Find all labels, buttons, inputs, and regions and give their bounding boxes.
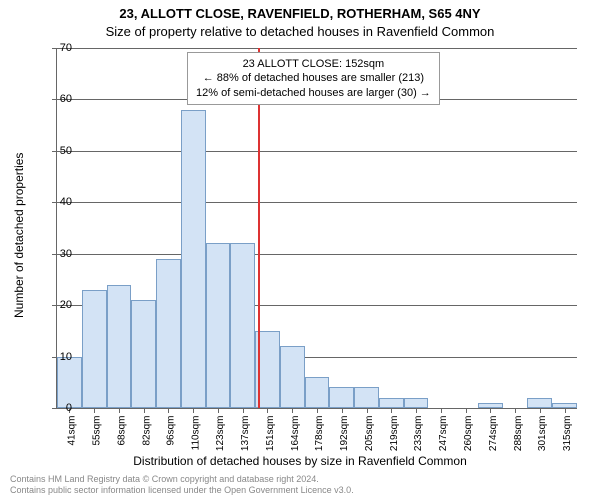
- histogram-bar: [527, 398, 552, 408]
- x-tick-mark: [267, 408, 268, 413]
- footer-line2: Contains public sector information licen…: [10, 485, 354, 496]
- x-tick-mark: [292, 408, 293, 413]
- x-tick-mark: [490, 408, 491, 413]
- annotation-line3: 12% of semi-detached houses are larger (…: [196, 86, 431, 100]
- x-tick-mark: [342, 408, 343, 413]
- y-tick-label: 40: [32, 196, 72, 208]
- x-tick-mark: [317, 408, 318, 413]
- histogram-bar: [305, 377, 330, 408]
- x-tick-label: 110sqm: [191, 416, 202, 451]
- x-tick-mark: [540, 408, 541, 413]
- y-axis-label: Number of detached properties: [12, 153, 26, 318]
- grid-line: [57, 48, 577, 49]
- x-tick-mark: [416, 408, 417, 413]
- x-tick-label: 164sqm: [290, 416, 301, 452]
- x-tick-label: 274sqm: [488, 416, 499, 452]
- histogram-bar: [230, 243, 255, 408]
- x-tick-mark: [367, 408, 368, 413]
- y-tick-label: 20: [32, 299, 72, 311]
- x-tick-label: 288sqm: [513, 416, 524, 452]
- x-tick-label: 219sqm: [389, 416, 400, 452]
- x-tick-label: 247sqm: [438, 416, 449, 452]
- x-tick-label: 192sqm: [339, 416, 350, 452]
- x-tick-mark: [168, 408, 169, 413]
- x-tick-label: 233sqm: [414, 416, 425, 452]
- histogram-bar: [131, 300, 156, 408]
- y-tick-label: 60: [32, 93, 72, 105]
- x-tick-label: 137sqm: [240, 416, 251, 452]
- y-tick-label: 50: [32, 145, 72, 157]
- x-tick-mark: [466, 408, 467, 413]
- x-tick-mark: [441, 408, 442, 413]
- x-tick-mark: [243, 408, 244, 413]
- x-tick-mark: [565, 408, 566, 413]
- histogram-bar: [181, 110, 206, 408]
- annotation-box: 23 ALLOTT CLOSE: 152sqm← 88% of detached…: [187, 52, 440, 105]
- histogram-bar: [379, 398, 404, 408]
- grid-line: [57, 151, 577, 152]
- histogram-bar: [82, 290, 107, 408]
- x-tick-mark: [193, 408, 194, 413]
- footer-text: Contains HM Land Registry data © Crown c…: [10, 474, 354, 496]
- x-tick-label: 178sqm: [315, 416, 326, 452]
- x-tick-label: 82sqm: [141, 416, 152, 446]
- x-tick-mark: [94, 408, 95, 413]
- x-axis-label: Distribution of detached houses by size …: [0, 454, 600, 468]
- histogram-bar: [156, 259, 181, 408]
- x-tick-label: 41sqm: [67, 416, 78, 446]
- x-tick-label: 301sqm: [537, 416, 548, 452]
- plot-area: 23 ALLOTT CLOSE: 152sqm← 88% of detached…: [56, 48, 577, 409]
- x-tick-mark: [515, 408, 516, 413]
- histogram-bar: [280, 346, 305, 408]
- x-tick-mark: [218, 408, 219, 413]
- footer-line1: Contains HM Land Registry data © Crown c…: [10, 474, 354, 485]
- y-tick-label: 0: [32, 402, 72, 414]
- x-tick-mark: [144, 408, 145, 413]
- x-tick-label: 151sqm: [265, 416, 276, 452]
- grid-line: [57, 202, 577, 203]
- x-tick-label: 205sqm: [364, 416, 375, 452]
- histogram-bar: [57, 357, 82, 408]
- x-tick-label: 123sqm: [215, 416, 226, 452]
- x-tick-label: 68sqm: [116, 416, 127, 446]
- x-tick-label: 260sqm: [463, 416, 474, 452]
- x-tick-label: 96sqm: [166, 416, 177, 446]
- histogram-bar: [107, 285, 132, 408]
- x-tick-label: 315sqm: [562, 416, 573, 452]
- y-tick-label: 30: [32, 248, 72, 260]
- annotation-line2: ← 88% of detached houses are smaller (21…: [196, 71, 431, 85]
- y-tick-label: 10: [32, 351, 72, 363]
- histogram-bar: [404, 398, 429, 408]
- chart-title-main: 23, ALLOTT CLOSE, RAVENFIELD, ROTHERHAM,…: [0, 6, 600, 21]
- histogram-bar: [354, 387, 379, 408]
- grid-line: [57, 254, 577, 255]
- x-tick-label: 55sqm: [92, 416, 103, 446]
- x-tick-mark: [391, 408, 392, 413]
- x-tick-mark: [119, 408, 120, 413]
- histogram-bar: [329, 387, 354, 408]
- histogram-bar: [206, 243, 231, 408]
- annotation-line1: 23 ALLOTT CLOSE: 152sqm: [196, 57, 431, 71]
- chart-container: 23, ALLOTT CLOSE, RAVENFIELD, ROTHERHAM,…: [0, 0, 600, 500]
- y-tick-label: 70: [32, 42, 72, 54]
- chart-title-sub: Size of property relative to detached ho…: [0, 24, 600, 39]
